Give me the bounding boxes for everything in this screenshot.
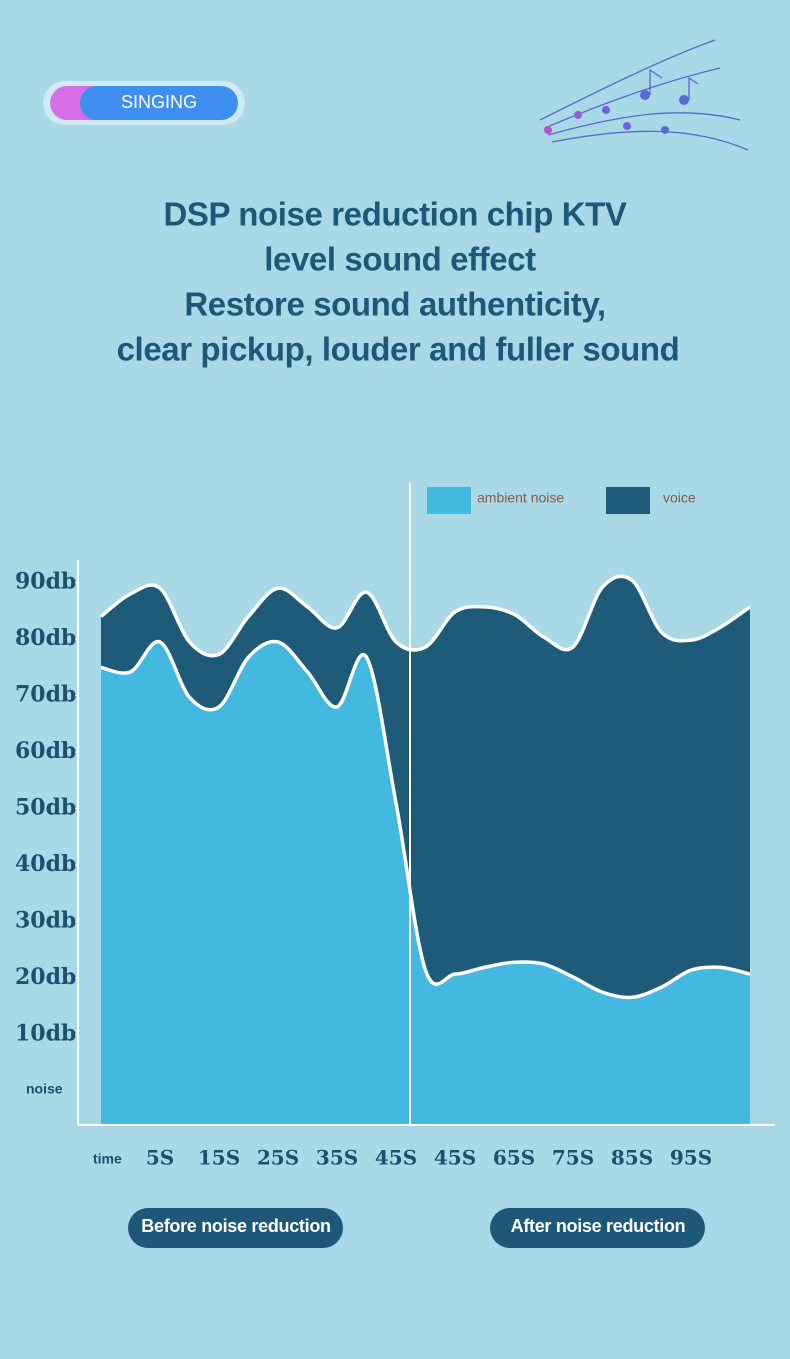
title-line: clear pickup, louder and fuller sound — [117, 331, 680, 368]
y-tick-label: 20db — [15, 964, 76, 990]
y-tick-label: 60db — [15, 738, 76, 764]
chart: 10db 20db 30db 40db 50db 60db 70db 80db 90db nois… — [15, 487, 775, 1170]
y-axis-label: noise — [26, 1081, 63, 1097]
title-line: Restore sound authenticity, — [184, 286, 605, 323]
x-tick-label: 35S — [316, 1146, 358, 1170]
x-tick-label: 65S — [493, 1146, 535, 1170]
before-button-label: Before noise reduction — [141, 1216, 330, 1236]
y-tick-label: 10db — [15, 1021, 76, 1047]
badge-pill[interactable] — [80, 86, 238, 120]
y-tick-label: 90db — [15, 569, 76, 595]
legend-label: ambient noise — [477, 490, 564, 506]
y-tick-label: 30db — [15, 908, 76, 934]
y-tick-label: 40db — [15, 851, 76, 877]
x-tick-label: 75S — [552, 1146, 594, 1170]
x-tick-label: 45S — [434, 1146, 476, 1170]
y-tick-label: 80db — [15, 625, 76, 651]
legend-swatch — [427, 487, 471, 514]
x-tick-label: 5S — [146, 1146, 174, 1170]
title-line: DSP noise reduction chip KTV — [163, 196, 626, 233]
y-tick-label: 50db — [15, 795, 76, 821]
music-decoration — [539, 39, 749, 151]
y-tick-label: 70db — [15, 682, 76, 708]
legend-label: voice — [663, 490, 696, 506]
line — [100, 639, 751, 1000]
x-tick-label: 95S — [670, 1146, 712, 1170]
after-button-label: After noise reduction — [511, 1216, 686, 1236]
line — [99, 574, 751, 658]
legend-swatch — [606, 487, 650, 514]
after-button[interactable] — [490, 1208, 705, 1248]
x-tick-label: 85S — [611, 1146, 653, 1170]
title: DSP noise reduction chip KTV level sound… — [117, 196, 680, 368]
badge-label: SINGING — [121, 92, 197, 112]
title-line: level sound effect — [264, 241, 536, 278]
x-axis-label: time — [93, 1151, 122, 1167]
area — [101, 641, 750, 1125]
x-tick-label: 45S — [375, 1146, 417, 1170]
x-tick-label: 25S — [257, 1146, 299, 1170]
before-button[interactable] — [128, 1208, 343, 1248]
x-tick-label: 15S — [198, 1146, 240, 1170]
